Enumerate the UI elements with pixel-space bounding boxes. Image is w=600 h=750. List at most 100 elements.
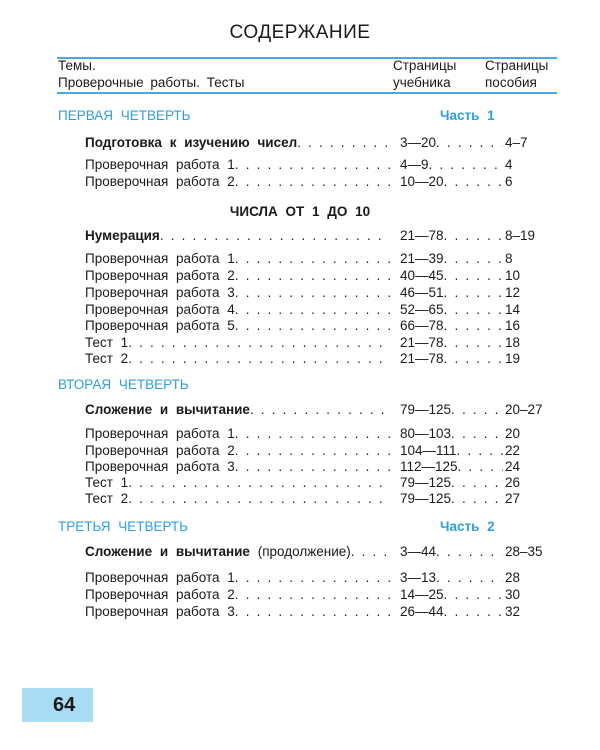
dot-leader	[128, 334, 390, 351]
manual-pages: 4–7	[505, 135, 528, 150]
dot-leader	[444, 173, 503, 190]
textbook-pages: 46—51	[400, 285, 444, 300]
dot-leader	[436, 134, 503, 151]
textbook-pages: 10—20	[400, 174, 444, 189]
dot-leader	[444, 250, 503, 267]
toc-entry-row[interactable]: Проверочная работа 3 112—125 24	[85, 458, 555, 475]
dot-leader	[444, 227, 503, 244]
toc-topic-row[interactable]: Сложение и вычитание (продолжение) 3—44 …	[85, 543, 555, 560]
part-label: Часть 1	[440, 108, 495, 123]
topic-title: Сложение и вычитание	[85, 544, 250, 559]
entry-title: Проверочная работа 3	[85, 459, 235, 474]
header-topics-line1: Темы.	[58, 58, 96, 73]
manual-pages: 16	[505, 318, 521, 333]
toc-entry-row[interactable]: Проверочная работа 1 4—9 4	[85, 156, 555, 173]
toc-topic-row[interactable]: Подготовка к изучению чисел 3—20 4–7	[85, 134, 555, 151]
toc-topic-row[interactable]: Нумерация 21—78 8–19	[85, 227, 555, 244]
dot-leader	[444, 301, 503, 318]
textbook-pages: 3—13	[400, 570, 437, 585]
toc-entry-row[interactable]: Проверочная работа 2 104—111 22	[85, 442, 555, 459]
dot-leader	[235, 156, 390, 173]
toc-entry-row[interactable]: Проверочная работа 4 52—65 14	[85, 301, 555, 318]
manual-pages: 28–35	[505, 544, 543, 559]
toc-entry-row[interactable]: Проверочная работа 3 26—44 32	[85, 603, 555, 620]
entry-title: Тест 1	[85, 475, 129, 490]
manual-pages: 19	[505, 351, 521, 366]
dot-leader	[235, 569, 390, 586]
toc-entry-row[interactable]: Тест 2 21—78 19	[85, 350, 555, 367]
dot-leader	[351, 543, 390, 560]
dot-leader	[444, 603, 503, 620]
page-number-badge: 64	[22, 688, 93, 722]
textbook-pages: 26—44	[400, 604, 444, 619]
entry-title: Проверочная работа 3	[85, 604, 235, 619]
header-topics-line2: Проверочные работы. Тесты	[58, 75, 245, 90]
textbook-pages: 104—111	[400, 443, 457, 458]
textbook-pages: 3—44	[400, 544, 437, 559]
dot-leader	[235, 301, 390, 318]
dot-leader	[451, 474, 503, 491]
manual-pages: 26	[505, 475, 521, 490]
toc-entry-row[interactable]: Тест 1 21—78 18	[85, 334, 555, 351]
manual-pages: 12	[505, 285, 521, 300]
textbook-pages: 21—39	[400, 251, 444, 266]
dot-leader	[235, 317, 390, 334]
toc-entry-row[interactable]: Проверочная работа 2 14—25 30	[85, 586, 555, 603]
dot-leader	[235, 250, 390, 267]
dot-leader	[444, 586, 503, 603]
dot-leader	[444, 350, 503, 367]
topic-note: (продолжение)	[257, 544, 351, 559]
header-textbook-line2: учебника	[393, 75, 451, 90]
header-topics: Темы. Проверочные работы. Тесты	[58, 57, 244, 91]
manual-pages: 4	[505, 157, 513, 172]
entry-title: Проверочная работа 1	[85, 426, 235, 441]
dot-leader	[128, 474, 390, 491]
entry-title: Проверочная работа 1	[85, 251, 235, 266]
textbook-pages: 112—125	[400, 459, 458, 474]
entry-title: Проверочная работа 1	[85, 570, 235, 585]
topic-title: Сложение и вычитание	[85, 402, 250, 417]
header-manual: Страницы пособия	[485, 57, 548, 91]
manual-pages: 8–19	[505, 228, 536, 243]
toc-entry-row[interactable]: Проверочная работа 1 80—103 20	[85, 425, 555, 442]
textbook-pages: 21—78	[400, 351, 444, 366]
dot-leader	[436, 569, 503, 586]
toc-entry-row[interactable]: Проверочная работа 1 21—39 8	[85, 250, 555, 267]
entry-title: Проверочная работа 4	[85, 302, 235, 317]
textbook-pages: 21—78	[400, 335, 444, 350]
manual-pages: 6	[505, 174, 513, 189]
toc-entry-row[interactable]: Проверочная работа 2 40—45 10	[85, 267, 555, 284]
header-bottom-rule	[57, 92, 557, 94]
dot-leader	[444, 284, 503, 301]
textbook-pages: 79—125	[400, 491, 452, 506]
toc-entry-row[interactable]: Проверочная работа 3 46—51 12	[85, 284, 555, 301]
manual-pages: 8	[505, 251, 513, 266]
header-top-rule	[57, 57, 557, 59]
dot-leader	[444, 334, 503, 351]
toc-topic-row[interactable]: Сложение и вычитание 79—125 20–27	[85, 401, 555, 418]
dot-leader	[429, 156, 503, 173]
quarter-section-title: ТРЕТЬЯ ЧЕТВЕРТЬ	[58, 519, 189, 534]
dot-leader	[235, 603, 390, 620]
entry-title: Проверочная работа 3	[85, 285, 235, 300]
dot-leader	[444, 267, 503, 284]
manual-pages: 20	[505, 426, 521, 441]
topic-title: Подготовка к изучению чисел	[85, 135, 298, 150]
toc-entry-row[interactable]: Проверочная работа 1 3—13 28	[85, 569, 555, 586]
dot-leader	[444, 317, 503, 334]
page-number: 64	[53, 694, 76, 716]
toc-entry-row[interactable]: Проверочная работа 2 10—20 6	[85, 173, 555, 190]
toc-entry-row[interactable]: Проверочная работа 5 66—78 16	[85, 317, 555, 334]
entry-title: Тест 1	[85, 335, 129, 350]
header-textbook-line1: Страницы	[393, 58, 457, 73]
dot-leader	[128, 350, 390, 367]
dot-leader	[457, 442, 503, 459]
toc-entry-row[interactable]: Тест 2 79—125 27	[85, 490, 555, 507]
topic-title: Нумерация	[85, 228, 160, 243]
toc-entry-row[interactable]: Тест 1 79—125 26	[85, 474, 555, 491]
dot-leader	[451, 490, 503, 507]
entry-title: Проверочная работа 2	[85, 268, 235, 283]
textbook-pages: 80—103	[400, 426, 452, 441]
page-title: СОДЕРЖАНИЕ	[229, 22, 371, 43]
